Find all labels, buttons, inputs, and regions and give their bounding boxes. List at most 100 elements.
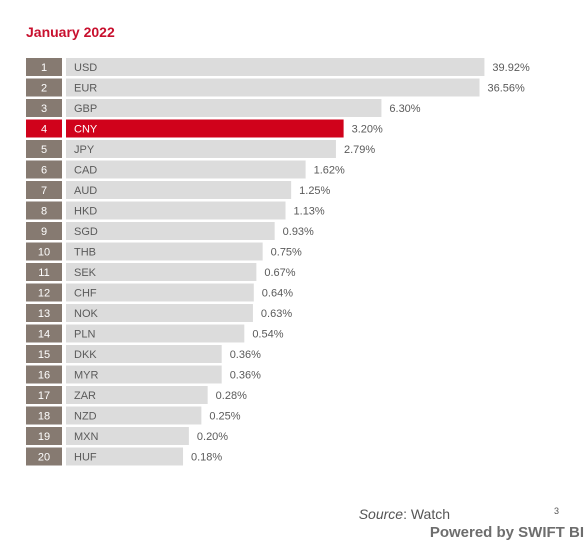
bar-gbp [66,99,382,117]
value-label-eur: 36.56% [488,83,526,95]
rank-label-aud: 7 [41,185,47,197]
source-label: Source [358,506,404,522]
bar-row-zar: 17 ZAR 0.28% [26,386,247,404]
rank-label-dkk: 15 [38,349,50,361]
bar-row-dkk: 15 DKK 0.36% [26,345,261,363]
category-label-dkk: DKK [74,349,97,361]
rank-box-huf [26,447,62,466]
value-label-sgd: 0.93% [283,226,314,238]
rank-box-zar [26,386,62,404]
category-label-sgd: SGD [74,226,98,238]
rank-box-chf [26,283,62,302]
bar-hkd [66,201,286,220]
value-label-cny: 3.20% [352,124,383,136]
value-label-jpy: 2.79% [344,144,375,156]
value-label-hkd: 1.13% [294,206,325,218]
bar-row-usd: 1 USD 39.92% [26,58,530,76]
bar-row-chf: 12 CHF 0.64% [26,283,293,302]
category-label-zar: ZAR [74,390,96,402]
bar-row-nok: 13 NOK 0.63% [26,304,292,322]
bar-usd [66,58,485,76]
bar-mxn [66,427,189,445]
bar-row-eur: 2 EUR 36.56% [26,78,526,97]
rank-box-myr [26,365,62,384]
value-label-nok: 0.63% [261,308,292,320]
category-label-gbp: GBP [74,103,97,115]
value-label-nzd: 0.25% [209,411,240,423]
category-label-aud: AUD [74,185,97,197]
bar-row-huf: 20 HUF 0.18% [26,447,222,466]
bar-cad [66,160,306,179]
bar-zar [66,386,208,404]
bar-row-thb: 10 THB 0.75% [26,242,302,261]
chart-title: January 2022 [26,24,115,40]
rank-label-gbp: 3 [41,103,47,115]
category-label-usd: USD [74,62,97,74]
powered-by-text: Powered by SWIFT BI [429,524,584,541]
rank-label-sek: 11 [38,267,49,279]
rank-label-eur: 2 [41,83,47,95]
value-label-pln: 0.54% [252,329,283,341]
rank-label-huf: 20 [38,452,50,464]
category-label-hkd: HKD [74,206,97,218]
bar-row-sek: 11 SEK 0.67% [26,263,296,281]
bar-jpy [66,140,336,158]
rank-box-thb [26,242,62,261]
bar-sek [66,263,257,281]
value-label-sek: 0.67% [264,267,295,279]
bar-row-jpy: 5 JPY 2.79% [26,140,375,158]
source-separator: : [403,506,407,522]
category-label-nzd: NZD [74,411,97,423]
rank-label-pln: 14 [38,329,50,341]
category-label-thb: THB [74,247,96,259]
rank-box-nok [26,304,62,322]
rank-box-cad [26,160,62,179]
category-label-nok: NOK [74,308,99,320]
rank-label-sgd: 9 [41,226,47,238]
category-label-pln: PLN [74,329,95,341]
bar-nzd [66,406,202,425]
source-value: Watch [406,506,450,522]
bar-row-nzd: 18 NZD 0.25% [26,406,241,425]
bar-cny [66,119,344,138]
bar-row-gbp: 3 GBP 6.30% [26,99,421,117]
rank-label-cny: 4 [41,124,47,136]
bar-chart: 1 USD 39.92% 2 EUR 36.56% 3 GBP 6.30% 4 CNY 3.20% 5 J… [26,58,530,466]
value-label-huf: 0.18% [191,452,222,464]
rank-box-sgd [26,222,62,240]
bar-row-sgd: 9 SGD 0.93% [26,222,314,240]
bar-chf [66,283,254,302]
bar-aud [66,181,292,199]
source-note: Source: Watch [359,506,450,522]
rank-label-nzd: 18 [38,411,50,423]
category-label-mxn: MXN [74,431,99,443]
value-label-chf: 0.64% [262,288,293,300]
category-label-eur: EUR [74,83,97,95]
rank-label-cad: 6 [41,165,47,177]
rank-label-jpy: 5 [41,144,47,156]
rank-label-hkd: 8 [41,206,47,218]
category-label-myr: MYR [74,370,99,382]
rank-box-cny [26,119,62,138]
category-label-chf: CHF [74,288,97,300]
bar-row-aud: 7 AUD 1.25% [26,181,331,199]
rank-box-mxn [26,427,62,445]
value-label-usd: 39.92% [492,62,530,74]
page-number: 3 [554,506,560,516]
bar-pln [66,324,245,343]
bar-row-cad: 6 CAD 1.62% [26,160,345,179]
bar-dkk [66,345,222,363]
category-label-jpy: JPY [74,144,95,156]
rank-label-nok: 13 [38,308,50,320]
value-label-gbp: 6.30% [389,103,420,115]
rank-box-sek [26,263,62,281]
rank-label-chf: 12 [38,288,50,300]
bar-myr [66,365,222,384]
rank-label-mxn: 19 [38,431,50,443]
bar-sgd [66,222,275,240]
bar-row-hkd: 8 HKD 1.13% [26,201,325,220]
rank-box-jpy [26,140,62,158]
bar-row-cny: 4 CNY 3.20% [26,119,383,138]
value-label-aud: 1.25% [299,185,330,197]
rank-box-gbp [26,99,62,117]
